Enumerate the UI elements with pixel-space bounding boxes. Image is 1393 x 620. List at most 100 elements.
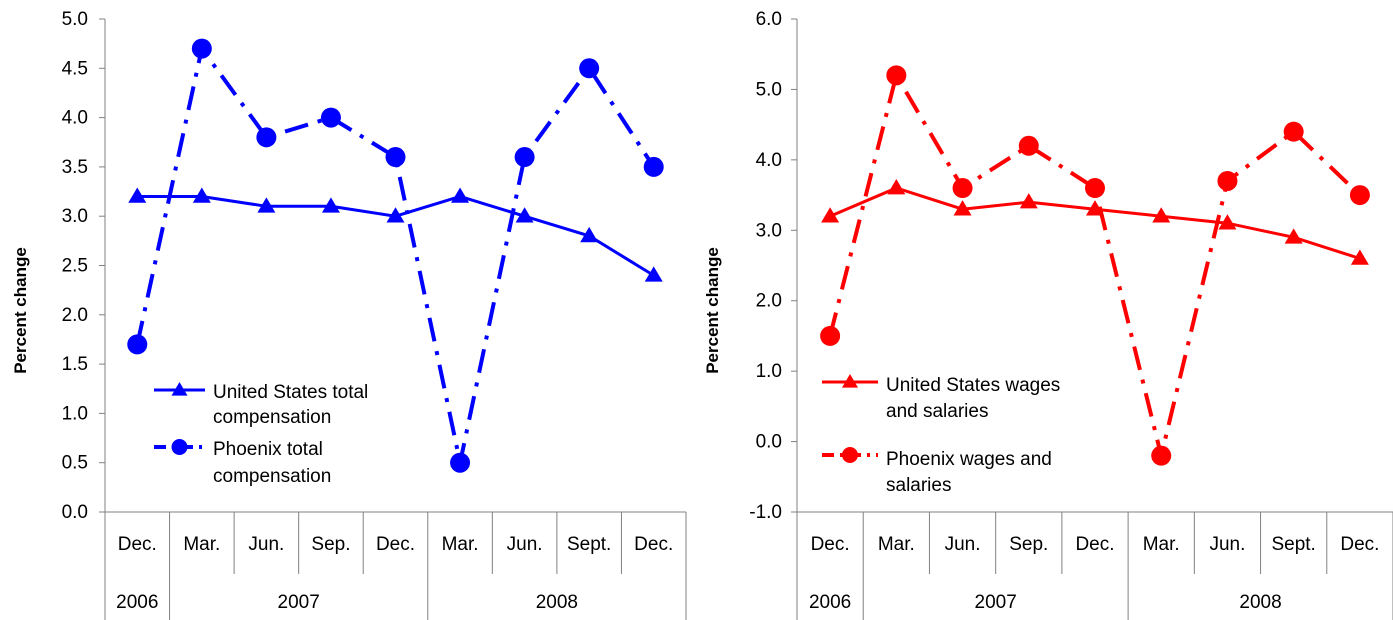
x-category-label: Mar. <box>878 534 915 555</box>
phoenix-data-point <box>127 334 148 355</box>
wages-and-salaries-chart: -1.0 0.0 1.0 2.0 3.0 4.0 5.0 6.0 Percent change D… <box>703 9 1393 620</box>
y-tick-label: 4.0 <box>62 108 88 129</box>
phoenix-data-point <box>191 38 212 59</box>
x-category-label: Jun. <box>248 534 284 555</box>
united-states-data-point <box>128 187 147 203</box>
x-year-label: 2008 <box>536 592 578 613</box>
phoenix-data-point <box>320 107 341 128</box>
phoenix-data-point <box>1217 170 1238 191</box>
y-tick-label: 0.0 <box>756 432 782 453</box>
legend-united-states-label: compensation <box>213 407 331 428</box>
legend-united-states-label: United States total <box>213 382 368 403</box>
legend-united-states-marker <box>842 374 858 388</box>
y-tick-label: 1.0 <box>756 361 782 382</box>
legend: United States wages and salaries Phoenix w… <box>822 374 1060 496</box>
united-states-data-point <box>953 200 972 216</box>
y-tick-label: 5.0 <box>62 9 88 30</box>
x-category-label: Sept. <box>567 534 611 555</box>
united-states-data-point <box>515 207 534 223</box>
y-tick-label: 0.0 <box>62 502 88 523</box>
x-category-label: Dec. <box>1075 534 1114 555</box>
x-category-label: Mar. <box>442 534 479 555</box>
legend-united-states-marker <box>171 382 188 396</box>
legend: United States total compensation Phoenix t… <box>154 382 368 487</box>
x-year-label: 2007 <box>278 592 320 613</box>
x-category-label: Dec. <box>118 534 157 555</box>
y-tick-label: 3.0 <box>62 206 88 227</box>
y-tick-label: 1.5 <box>62 354 88 375</box>
x-category-label: Jun. <box>507 534 543 555</box>
phoenix-data-point <box>952 178 973 199</box>
y-tick-label: -1.0 <box>749 502 782 523</box>
legend-phoenix-label: Phoenix wages and <box>886 449 1052 470</box>
x-year-label: 2006 <box>809 592 851 613</box>
phoenix-series-line <box>828 70 1362 457</box>
x-category-label: Dec. <box>634 534 673 555</box>
united-states-data-point <box>644 266 663 282</box>
x-year-label: 2008 <box>1239 592 1281 613</box>
x-category-label: Sep. <box>311 534 350 555</box>
united-states-data-point <box>1218 214 1237 230</box>
x-category-label: Sep. <box>1009 534 1048 555</box>
x-category-label: Dec. <box>376 534 415 555</box>
legend-united-states-label: United States wages <box>886 375 1060 396</box>
y-tick-label: 0.5 <box>62 453 88 474</box>
legend-phoenix-marker <box>171 439 188 455</box>
legend-phoenix-label: Phoenix total <box>213 439 323 460</box>
united-states-data-point <box>257 197 276 213</box>
united-states-data-point <box>1350 249 1369 265</box>
united-states-data-point <box>580 226 599 243</box>
y-tick-label: 5.0 <box>756 79 782 100</box>
phoenix-data-point <box>1018 135 1039 156</box>
phoenix-data-point <box>1085 178 1105 199</box>
phoenix-series-line <box>135 43 656 464</box>
x-year-label: 2006 <box>116 592 158 613</box>
legend-phoenix-label: compensation <box>213 466 331 487</box>
y-tick-label: 2.0 <box>756 291 782 312</box>
phoenix-data-point <box>886 65 907 86</box>
united-states-data-point <box>321 197 340 213</box>
united-states-data-point <box>1284 228 1303 244</box>
y-tick-label: 3.5 <box>62 157 88 178</box>
y-tick-label: 2.5 <box>62 256 88 277</box>
x-category-label: Mar. <box>183 534 220 555</box>
phoenix-data-point <box>1151 445 1172 466</box>
phoenix-data-point <box>1283 121 1304 142</box>
united-states-data-point <box>1152 207 1171 223</box>
y-tick-label: 6.0 <box>756 9 782 30</box>
phoenix-data-point <box>256 127 277 148</box>
phoenix-data-point <box>450 452 471 473</box>
y-tick-label: 3.0 <box>756 220 782 241</box>
phoenix-data-point <box>643 156 664 177</box>
united-states-data-point <box>1019 193 1038 209</box>
x-category-label: Jun. <box>1209 534 1245 555</box>
x-category-label: Dec. <box>811 534 850 555</box>
y-axis-label: Percent change <box>11 247 30 374</box>
phoenix-data-point <box>579 58 600 79</box>
total-compensation-chart: 0.0 0.5 1.0 1.5 2.0 2.5 3.0 3.5 4.0 4.5 5.0 Percent… <box>11 9 687 620</box>
united-states-data-point <box>451 187 470 203</box>
x-year-label: 2007 <box>975 592 1017 613</box>
united-states-data-point <box>386 207 405 223</box>
phoenix-data-point <box>385 147 406 168</box>
legend-phoenix-label: salaries <box>886 475 951 496</box>
phoenix-data-point <box>820 325 841 346</box>
legend-phoenix-marker <box>842 447 858 463</box>
y-tick-label: 2.0 <box>62 305 88 326</box>
x-category-label: Dec. <box>1340 534 1379 555</box>
y-tick-label: 4.0 <box>756 150 782 171</box>
phoenix-data-point <box>514 147 535 168</box>
x-category-label: Mar. <box>1143 534 1180 555</box>
legend-united-states-label: and salaries <box>886 401 988 422</box>
y-tick-label: 1.0 <box>62 403 88 424</box>
x-category-label: Jun. <box>945 534 981 555</box>
y-axis-label: Percent change <box>703 247 722 374</box>
x-category-label: Sept. <box>1271 534 1315 555</box>
united-states-data-point <box>821 207 840 223</box>
united-states-data-point <box>887 179 906 195</box>
phoenix-data-point <box>1349 185 1370 206</box>
united-states-data-point <box>192 187 211 203</box>
y-tick-label: 4.5 <box>62 58 88 79</box>
united-states-series-line <box>829 186 1361 260</box>
